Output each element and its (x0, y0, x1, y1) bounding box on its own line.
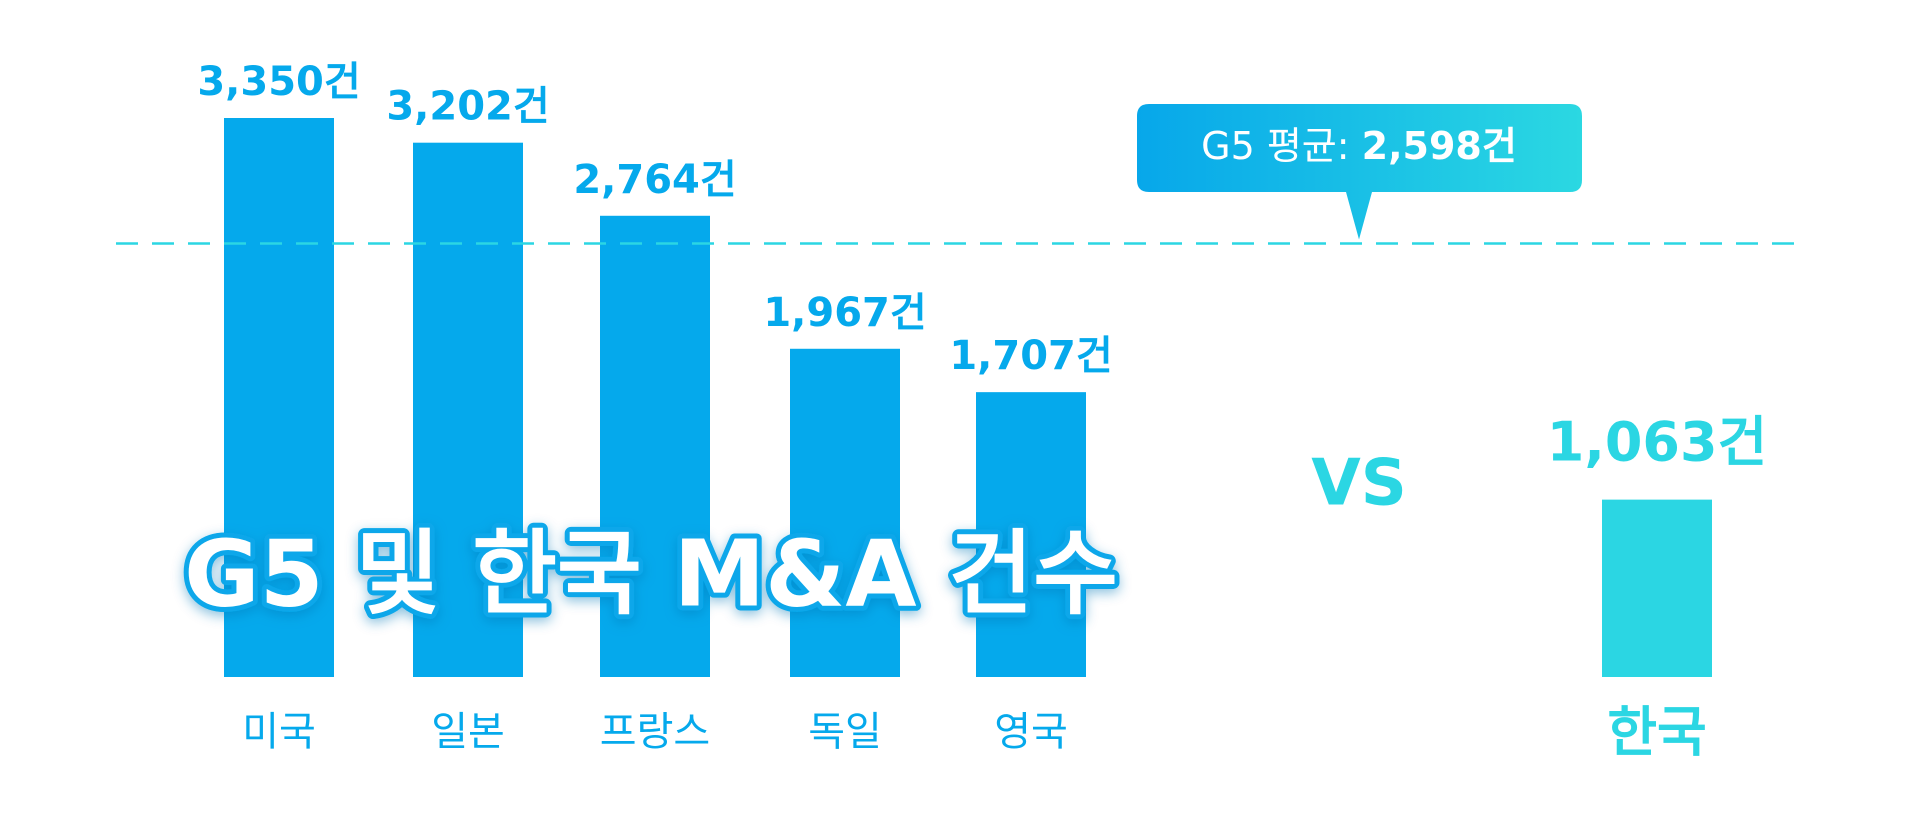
vs-label: VS (1311, 447, 1407, 521)
average-label: G5 평균: (1201, 124, 1349, 168)
chart-title: G5 및 한국 M&A 건수 (184, 520, 1118, 627)
bar (976, 392, 1086, 677)
value-label: 1,967건 (763, 290, 926, 336)
x-tick-label: 한국 (1607, 701, 1706, 764)
bar (224, 118, 334, 677)
callout-text: G5 평균: 2,598건 (1201, 124, 1517, 168)
value-label: 1,707건 (949, 333, 1112, 379)
bar (600, 215, 710, 678)
bar (413, 142, 523, 678)
x-tick-label: 미국 (242, 709, 316, 755)
x-tick-label: 일본 (431, 709, 505, 755)
x-tick-label: 독일 (808, 709, 882, 755)
x-tick-label: 프랑스 (600, 709, 710, 755)
bar (790, 348, 900, 677)
value-label: 3,202건 (386, 84, 549, 130)
bar (1602, 499, 1712, 677)
average-value-label: 2,598건 (1362, 124, 1517, 168)
x-tick-label: 영국 (994, 709, 1068, 755)
value-label: 3,350건 (197, 59, 360, 105)
average: G5 평균: 2,598건 (116, 104, 1806, 245)
callout (1137, 104, 1582, 240)
value-label: 1,063건 (1547, 410, 1768, 473)
value-label: 2,764건 (573, 157, 736, 203)
